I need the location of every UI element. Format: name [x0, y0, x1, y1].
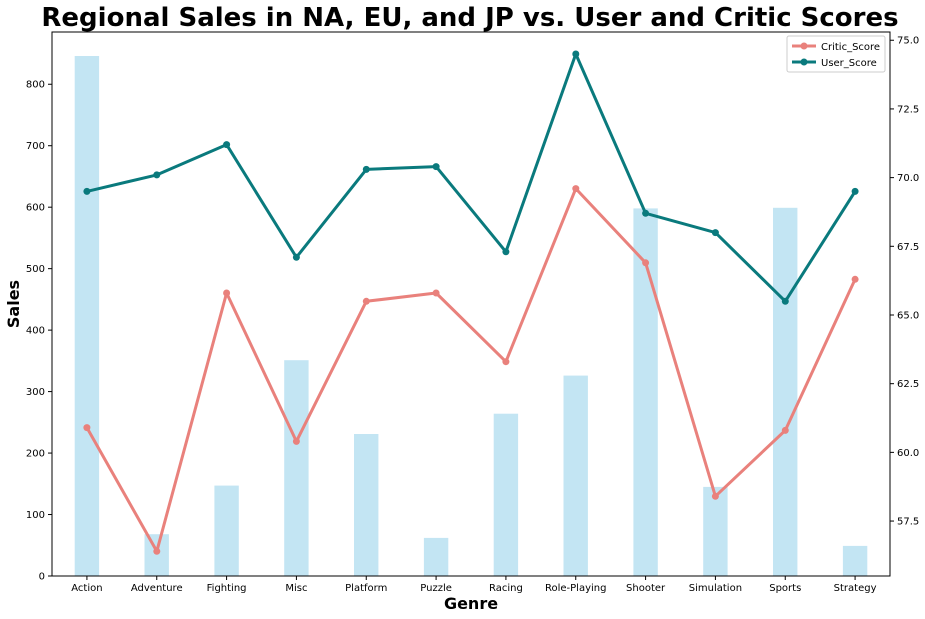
y2-tick-label: 72.5 — [897, 104, 919, 115]
bar-platform — [354, 434, 379, 576]
x-tick-label: Sports — [769, 583, 801, 594]
x-tick-label: Strategy — [834, 583, 877, 594]
user-score-point-role-playing — [572, 50, 580, 58]
bar-puzzle — [423, 537, 449, 576]
user-score-point-action — [83, 187, 91, 195]
y-tick-label: 600 — [26, 203, 45, 214]
critic-score-point-platform — [362, 297, 370, 305]
x-tick-label: Action — [71, 583, 102, 594]
bar-misc — [284, 360, 309, 576]
bar-fighting — [214, 485, 239, 576]
critic-score-point-racing — [502, 358, 510, 366]
lines-layer — [83, 50, 859, 555]
y-axis-right: 57.5 60.0 62.5 65.0 67.5 70.0 72.5 75.0 — [890, 36, 919, 528]
bar-racing — [493, 413, 519, 576]
chart-title: Regional Sales in NA, EU, and JP vs. Use… — [41, 3, 898, 33]
user-score-point-adventure — [153, 171, 161, 179]
x-tick-label: Puzzle — [420, 583, 452, 594]
x-axis: Action Adventure Fighting Misc Platform Puzzl… — [71, 576, 877, 594]
critic-score-point-fighting — [223, 289, 231, 297]
user-score-point-strategy — [851, 187, 859, 195]
y-tick-label: 700 — [26, 141, 45, 152]
bar-action — [74, 56, 100, 576]
y-tick-label: 200 — [26, 449, 45, 460]
x-tick-label: Shooter — [626, 583, 666, 594]
critic-score-point-adventure — [153, 547, 161, 555]
y2-tick-label: 70.0 — [897, 173, 919, 184]
y2-tick-label: 62.5 — [897, 379, 919, 390]
x-tick-label: Platform — [345, 583, 387, 594]
user-score-point-simulation — [711, 229, 719, 237]
y-tick-label: 300 — [26, 387, 45, 398]
bar-shooter — [633, 208, 658, 576]
y-tick-label: 0 — [39, 572, 45, 583]
user-score-point-sports — [781, 297, 789, 305]
critic-score-point-sports — [781, 426, 789, 434]
legend-critic-marker — [800, 42, 808, 50]
legend-critic-label: Critic_Score — [821, 42, 880, 53]
plot-frame — [51, 31, 891, 577]
user-score-point-platform — [362, 165, 370, 173]
bar-role-playing — [563, 375, 588, 576]
x-tick-label: Simulation — [689, 583, 742, 594]
critic-score-point-role-playing — [572, 185, 580, 193]
user-score-point-misc — [292, 253, 300, 261]
y2-tick-label: 75.0 — [897, 36, 919, 47]
critic-score-line — [85, 187, 857, 553]
y-tick-label: 800 — [26, 80, 45, 91]
user-score-point-puzzle — [432, 163, 440, 171]
bar-strategy — [842, 545, 868, 576]
x-tick-label: Misc — [285, 583, 307, 594]
bars-layer — [74, 56, 868, 577]
y-axis-label: Sales — [4, 280, 23, 328]
critic-score-point-puzzle — [432, 289, 440, 297]
legend-user-marker — [800, 58, 808, 66]
y2-tick-label: 60.0 — [897, 448, 919, 459]
user-score-point-racing — [502, 248, 510, 256]
critic-score-point-shooter — [642, 259, 650, 267]
user-score-line — [86, 52, 857, 303]
bar-simulation — [703, 486, 728, 576]
y2-tick-label: 57.5 — [897, 517, 919, 528]
critic-score-point-action — [83, 424, 91, 432]
critic-score-point-misc — [292, 437, 300, 445]
user-score-point-fighting — [223, 141, 231, 149]
critic-score-point-strategy — [851, 275, 859, 283]
x-tick-label: Role-Playing — [545, 583, 606, 594]
y2-tick-label: 67.5 — [897, 242, 919, 253]
y-tick-label: 500 — [26, 264, 45, 275]
y-axis-left: 0 100 200 300 400 500 600 700 800 — [26, 80, 52, 583]
legend: Critic_Score User_Score — [786, 35, 886, 73]
bar-adventure — [144, 534, 169, 576]
bar-sports — [773, 207, 798, 577]
y2-tick-label: 65.0 — [897, 310, 919, 321]
y-tick-label: 100 — [26, 510, 45, 521]
user-score-point-shooter — [642, 209, 650, 217]
legend-user-label: User_Score — [821, 58, 877, 69]
x-tick-label: Racing — [489, 583, 523, 594]
x-axis-label: Genre — [444, 594, 498, 613]
x-tick-label: Adventure — [131, 583, 183, 594]
x-tick-label: Fighting — [207, 583, 247, 594]
y-tick-label: 400 — [26, 326, 45, 337]
critic-score-point-simulation — [711, 492, 719, 500]
